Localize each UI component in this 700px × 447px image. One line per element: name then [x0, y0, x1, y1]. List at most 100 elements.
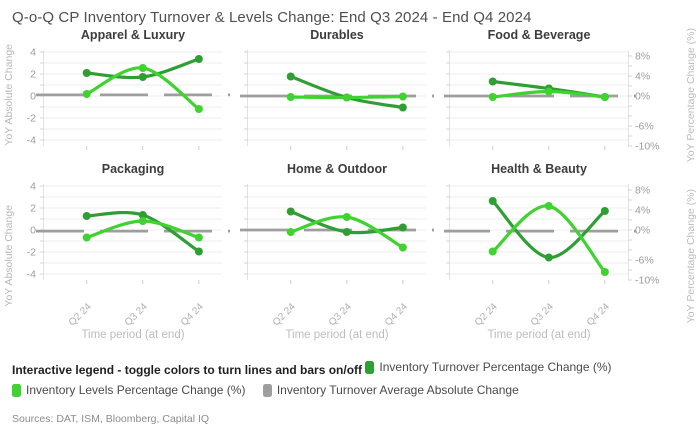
x-tick-label: Q3 24 [327, 301, 354, 328]
subplot-health-beauty: Health & Beauty 8% 4% 0% -6% -10% Q2 24 Q3 24 Q4… [444, 162, 660, 341]
x-tick-label: Q2 24 [67, 301, 94, 328]
levels-line [491, 204, 607, 274]
subplot-title: Food & Beverage [488, 28, 591, 42]
turnover-point [286, 72, 295, 81]
levels-point [488, 93, 497, 101]
x-tick-label: Q3 24 [529, 301, 556, 328]
levels-point [544, 87, 553, 96]
sources-note: Sources: DAT, ISM, Bloomberg, Capital IQ [12, 412, 210, 425]
y-tick-label: 2 [30, 69, 36, 81]
x-tick-label: Q4 24 [383, 301, 410, 328]
levels-point [600, 93, 609, 101]
turnover-point [82, 212, 91, 221]
legend: Interactive legend - toggle colors to tu… [0, 350, 700, 403]
y-tick-label-right: 0% [635, 91, 650, 103]
x-tick-label: Q2 24 [271, 301, 298, 328]
right-axis-label-top: YoY Percentage Change (%) [685, 28, 697, 163]
subplot-title: Apparel & Luxury [81, 28, 185, 42]
levels-point [286, 93, 295, 101]
left-axis-label-bottom: YoY Absolute Change [3, 205, 15, 308]
y-tick-label-right: 4% [635, 71, 650, 83]
levels-point [398, 243, 407, 252]
levels-point [194, 105, 203, 113]
x-tick-label: Q4 24 [585, 301, 612, 328]
x-tick-label: Q3 24 [123, 301, 150, 328]
turnover-point [488, 197, 497, 206]
turnover-point [82, 69, 91, 77]
turnover-point [600, 207, 609, 216]
y-tick-label-right: 4% [635, 205, 650, 217]
x-tick-label: Q2 24 [473, 301, 500, 328]
subplot-title: Health & Beauty [491, 162, 587, 176]
levels-point [138, 64, 147, 72]
turnover-point [286, 207, 295, 216]
subplot-durables: Durables [240, 28, 434, 150]
legend-item-turnover[interactable]: Inventory Turnover Percentage Change (%) [365, 358, 612, 377]
y-tick-label-right: -6% [635, 255, 654, 267]
chart-title: Q-o-Q CP Inventory Turnover & Levels Cha… [12, 9, 532, 26]
y-tick-label: 0 [30, 225, 36, 237]
subplot-apparel-luxury: Apparel & Luxury 4 2 0 -2 -4 [27, 28, 230, 150]
legend-item-average[interactable]: Inventory Turnover Average Absolute Chan… [262, 381, 519, 400]
y-tick-label: 2 [30, 203, 36, 215]
turnover-legend-swatch-icon [365, 361, 375, 375]
y-tick-label: -2 [27, 113, 36, 125]
y-tick-label: 0 [30, 91, 36, 103]
y-tick-label: 4 [30, 47, 36, 59]
y-tick-label: -4 [27, 135, 36, 147]
turnover-point [544, 253, 553, 262]
left-axis-label-top: YoY Absolute Change [3, 44, 15, 146]
subplot-title: Home & Outdoor [287, 162, 387, 176]
x-axis-title: Time period (at end) [487, 329, 590, 341]
levels-point [138, 217, 147, 226]
x-axis-title: Time period (at end) [81, 329, 184, 341]
legend-item-levels[interactable]: Inventory Levels Percentage Change (%) [12, 381, 245, 400]
levels-legend-swatch-icon [12, 383, 21, 397]
turnover-line [289, 74, 405, 110]
y-tick-label-right: 8% [635, 51, 650, 63]
chart-row-bottom: YoY Absolute Change Packaging 4 2 0 -2 -4 Q2 2… [0, 162, 700, 350]
levels-point [398, 92, 407, 101]
subplot-title: Durables [310, 28, 364, 42]
subplot-title: Packaging [102, 162, 165, 176]
legend-item-label: Inventory Turnover Percentage Change (%) [379, 360, 612, 375]
right-axis-label-bottom: YoY Percentage Change (%) [685, 189, 697, 324]
y-tick-label: 4 [30, 181, 36, 193]
legend-item-label: Inventory Turnover Average Absolute Chan… [276, 382, 519, 397]
turnover-point [342, 228, 351, 237]
turnover-point [398, 103, 407, 112]
y-tick-label: -2 [27, 247, 36, 259]
subplots-row-bottom: Packaging 4 2 0 -2 -4 Q2 24 Q3 24 Q4 24 Time peri… [16, 162, 684, 350]
turnover-point [488, 77, 497, 86]
turnover-point [194, 247, 203, 256]
x-axis-title: Time period (at end) [285, 329, 388, 341]
y-tick-label-right: -10% [635, 141, 660, 153]
legend-item-label: Inventory Levels Percentage Change (%) [26, 382, 246, 397]
turnover-point [138, 73, 147, 81]
levels-point [342, 213, 351, 222]
subplots-row-top: Apparel & Luxury 4 2 0 -2 -4 Durables Food & Be… [16, 28, 684, 162]
y-tick-label-right: 0% [635, 225, 650, 237]
x-tick-label: Q4 24 [179, 301, 206, 328]
levels-point [82, 90, 91, 98]
average-legend-swatch-icon [262, 383, 272, 397]
subplot-food-beverage: Food & Beverage 8% 4% 0% -6% -10% [444, 28, 660, 153]
levels-point [488, 247, 497, 256]
levels-point [286, 228, 295, 237]
levels-point [194, 233, 203, 242]
y-tick-label-right: -6% [635, 121, 654, 133]
levels-point [82, 233, 91, 242]
legend-intro: Interactive legend - toggle colors to tu… [12, 363, 363, 378]
levels-point [342, 93, 351, 102]
y-tick-label-right: -10% [635, 275, 660, 287]
levels-point [600, 268, 609, 277]
turnover-point [138, 211, 147, 220]
levels-point [544, 202, 553, 211]
turnover-point [398, 223, 407, 232]
turnover-point [194, 55, 203, 63]
chart-row-top: YoY Absolute Change Apparel & Luxury 4 2 0 -… [0, 28, 700, 162]
y-tick-label-right: 8% [635, 185, 650, 197]
